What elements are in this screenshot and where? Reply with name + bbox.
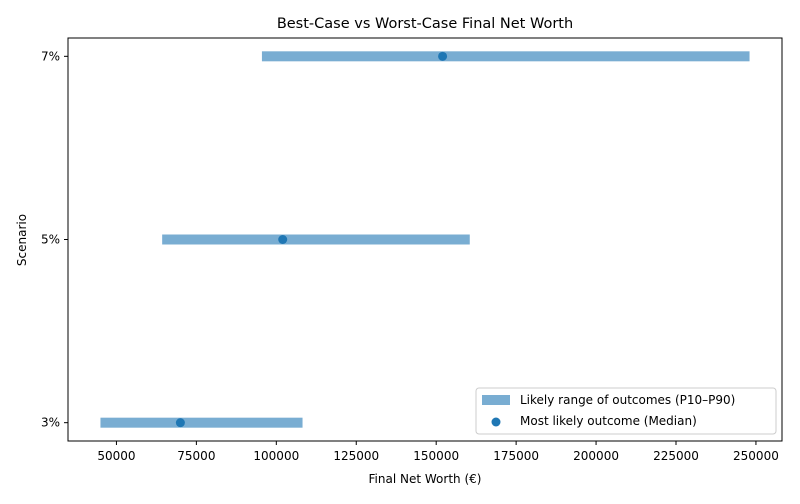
legend-median-marker bbox=[491, 417, 501, 427]
x-tick-label: 150000 bbox=[413, 449, 459, 463]
x-tick-label: 75000 bbox=[177, 449, 215, 463]
chart-title: Best-Case vs Worst-Case Final Net Worth bbox=[277, 16, 573, 32]
x-tick-label: 100000 bbox=[253, 449, 299, 463]
y-tick-label: 3% bbox=[41, 416, 60, 430]
median-point-7% bbox=[438, 51, 448, 61]
legend-range-swatch bbox=[482, 395, 510, 405]
x-tick-label: 125000 bbox=[333, 449, 379, 463]
x-axis-label: Final Net Worth (€) bbox=[369, 472, 482, 486]
range-bar-5% bbox=[162, 234, 470, 245]
median-point-5% bbox=[278, 235, 288, 244]
median-point-3% bbox=[175, 418, 185, 428]
x-tick-label: 175000 bbox=[493, 449, 539, 463]
y-tick-label: 5% bbox=[41, 233, 60, 247]
legend-box bbox=[475, 387, 777, 435]
range-bar-3% bbox=[100, 417, 303, 428]
legend: Likely range of outcomes (P10–P90) Most … bbox=[475, 387, 777, 435]
x-tick-label: 200000 bbox=[573, 449, 619, 463]
legend-range-label: Likely range of outcomes (P10–P90) bbox=[520, 393, 735, 407]
legend-median-label: Most likely outcome (Median) bbox=[520, 414, 697, 428]
x-tick-label: 50000 bbox=[97, 449, 135, 463]
y-tick-label: 7% bbox=[41, 49, 60, 63]
range-bar-7% bbox=[261, 51, 750, 62]
y-axis-label: Scenario bbox=[15, 214, 29, 266]
x-tick-label: 225000 bbox=[653, 449, 699, 463]
x-tick-label: 250000 bbox=[733, 449, 779, 463]
